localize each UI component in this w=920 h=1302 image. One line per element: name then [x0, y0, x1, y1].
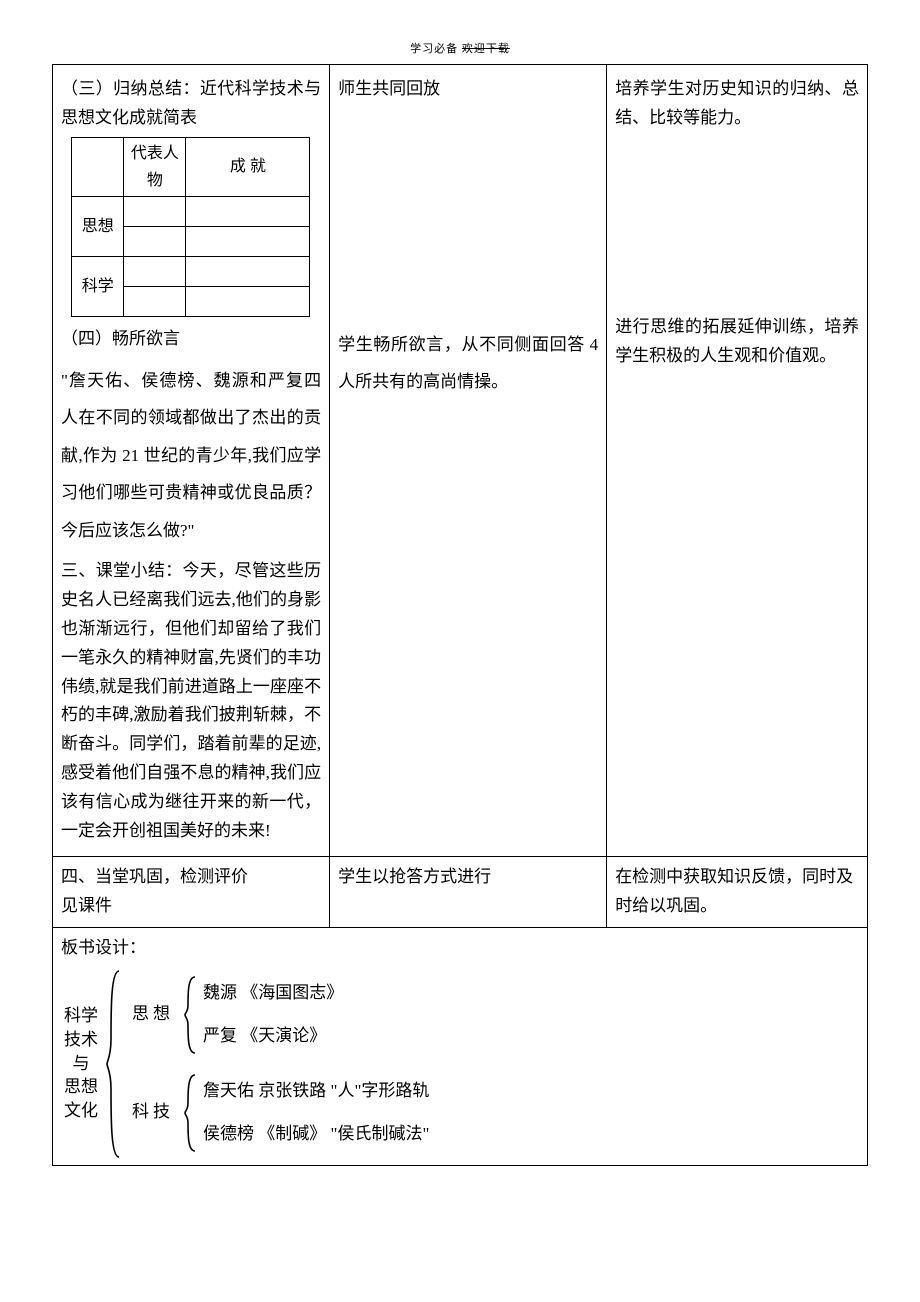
section4-heading: （四）畅所欲言: [61, 325, 321, 354]
brace-icon: [183, 1073, 199, 1153]
brace-icon: [183, 975, 199, 1055]
table-row: （三）归纳总结：近代科学技术与思想文化成就简表 代表人物 成 就 思想: [53, 65, 868, 857]
leaf-yanfu: 严复 《天演论》: [203, 1022, 343, 1051]
inner-row-science: 科学: [72, 257, 124, 317]
group-tech: 科技 詹天佑 京张铁路 "人"字形路轨 侯德榜 《制碱》 "侯氏制碱法": [127, 1073, 429, 1153]
section4-quote: "詹天佑、侯德榜、魏源和严复四人在不同的领域都做出了杰出的贡献,作为 21 世纪…: [61, 362, 321, 549]
page-header: 学习必备 欢迎下载: [52, 40, 868, 56]
inner-row-thought: 思想: [72, 197, 124, 257]
cell-goal-quiz: 在检测中获取知识反馈，同时及时给以巩固。: [607, 856, 868, 927]
inner-cell: [186, 287, 310, 317]
leaf-houdebang: 侯德榜 《制碱》 "侯氏制碱法": [203, 1120, 429, 1149]
inner-cell: [124, 257, 186, 287]
cell-student-quiz: 学生以抢答方式进行: [330, 856, 607, 927]
goal-2: 进行思维的拓展延伸训练，培养学生积极的人生观和价值观。: [615, 313, 859, 371]
cell-goal: 培养学生对历史知识的归纳、总结、比较等能力。 进行思维的拓展延伸训练，培养学生积…: [607, 65, 868, 857]
inner-cell: [186, 197, 310, 227]
leaf-zhantianyou: 詹天佑 京张铁路 "人"字形路轨: [203, 1077, 429, 1106]
leaf-weiyuan: 魏源 《海国图志》: [203, 979, 343, 1008]
brace-icon: [105, 969, 123, 1159]
inner-cell: [124, 197, 186, 227]
student-activity-1: 师生共同回放: [338, 75, 598, 104]
section-summary: 三、课堂小结：今天，尽管这些历史名人已经离我们远去,他们的身影也渐渐远行，但他们…: [61, 557, 321, 846]
summary-inner-table: 代表人物 成 就 思想 科学: [71, 137, 310, 317]
table-row: 板书设计： 科学技术与思想文化 思想: [53, 927, 868, 1165]
consolidation-line2: 见课件: [61, 892, 321, 921]
inner-cell: [186, 257, 310, 287]
group1-label: 思想: [127, 1000, 179, 1029]
group-thought: 思想 魏源 《海国图志》 严复 《天演论》: [127, 975, 429, 1055]
goal-1: 培养学生对历史知识的归纳、总结、比较等能力。: [615, 75, 859, 133]
inner-cell: [186, 227, 310, 257]
inner-th-blank: [72, 137, 124, 196]
cell-activity: （三）归纳总结：近代科学技术与思想文化成就简表 代表人物 成 就 思想: [53, 65, 330, 857]
cell-consolidation: 四、当堂巩固，检测评价 见课件: [53, 856, 330, 927]
inner-th-rep: 代表人物: [124, 137, 186, 196]
student-activity-2: 学生畅所欲言，从不同侧面回答 4 人所共有的高尚情操。: [338, 326, 598, 401]
board-root-label: 科学技术与思想文化: [61, 1004, 101, 1123]
inner-cell: [124, 227, 186, 257]
header-left: 学习必备: [410, 43, 458, 55]
consolidation-line1: 四、当堂巩固，检测评价: [61, 863, 321, 892]
inner-cell: [124, 287, 186, 317]
cell-student-activity: 师生共同回放 学生畅所欲言，从不同侧面回答 4 人所共有的高尚情操。: [330, 65, 607, 857]
board-diagram: 科学技术与思想文化 思想: [61, 969, 859, 1159]
board-title: 板书设计：: [61, 934, 859, 963]
lesson-plan-table: （三）归纳总结：近代科学技术与思想文化成就简表 代表人物 成 就 思想: [52, 64, 868, 1166]
board-design-cell: 板书设计： 科学技术与思想文化 思想: [53, 927, 868, 1165]
group2-label: 科技: [127, 1098, 179, 1127]
table-row: 四、当堂巩固，检测评价 见课件 学生以抢答方式进行 在检测中获取知识反馈，同时及…: [53, 856, 868, 927]
section3-title: （三）归纳总结：近代科学技术与思想文化成就简表: [61, 75, 321, 133]
inner-th-ach: 成 就: [186, 137, 310, 196]
header-right: 欢迎下载: [462, 43, 510, 55]
